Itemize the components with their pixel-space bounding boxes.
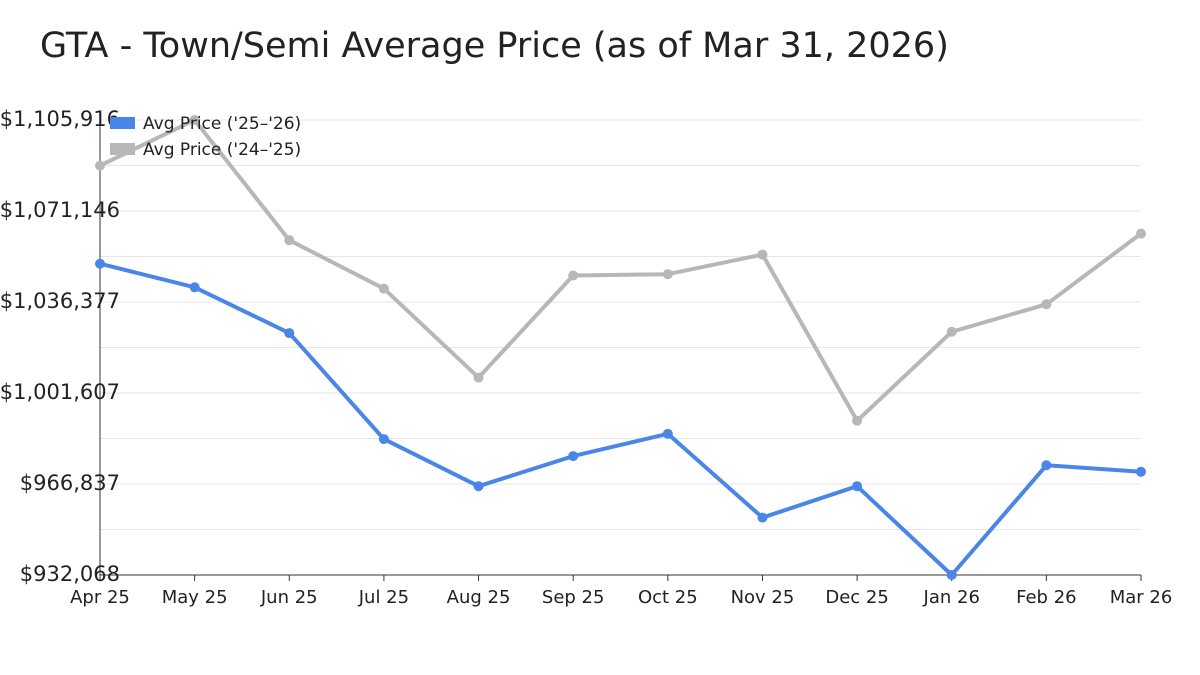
- x-tick-label: Jun 25: [260, 587, 318, 608]
- data-point: [852, 415, 863, 426]
- series-line: [98, 118, 1143, 423]
- data-point: [473, 481, 484, 492]
- data-point: [757, 512, 768, 523]
- x-tick-label: Nov 25: [731, 587, 795, 608]
- y-tick-label: $1,105,916: [0, 107, 120, 131]
- x-tick-label: Jul 25: [358, 587, 409, 608]
- data-point: [662, 428, 673, 439]
- data-point: [568, 270, 579, 281]
- legend-swatch: [110, 117, 135, 129]
- x-tick-label: Dec 25: [825, 587, 888, 608]
- y-tick-label: $932,068: [20, 562, 120, 586]
- data-point: [95, 258, 105, 269]
- data-point: [189, 115, 200, 125]
- series-line: [98, 261, 1143, 577]
- gridlines: [100, 119, 1141, 530]
- data-point: [757, 249, 768, 260]
- data-point: [189, 282, 200, 293]
- x-tick-label: Sep 25: [542, 587, 605, 608]
- data-point: [568, 451, 579, 462]
- data-point: [284, 235, 295, 246]
- x-tick-label: Oct 25: [638, 587, 698, 608]
- legend-label: Avg Price ('24–'25): [143, 140, 301, 160]
- data-point: [95, 160, 105, 171]
- y-tick-label: $1,001,607: [0, 380, 120, 404]
- series-layer: [95, 115, 1146, 580]
- data-point: [1041, 460, 1052, 471]
- data-point: [1136, 466, 1146, 477]
- data-point: [284, 328, 295, 339]
- data-point: [473, 372, 484, 383]
- y-tick-label: $1,036,377: [0, 289, 120, 313]
- x-tick-label: Mar 26: [1110, 587, 1173, 608]
- data-point: [1041, 299, 1052, 310]
- y-tick-label: $966,837: [20, 471, 120, 495]
- legend: Avg Price ('25–'26) Avg Price ('24–'25): [110, 114, 301, 160]
- data-point: [852, 481, 863, 492]
- x-tick-label: Aug 25: [447, 587, 511, 608]
- data-point: [1136, 228, 1146, 239]
- x-tick-label: Apr 25: [70, 587, 130, 608]
- legend-label: Avg Price ('25–'26): [143, 114, 301, 134]
- chart-title: GTA - Town/Semi Average Price (as of Mar…: [40, 26, 949, 66]
- y-tick-label: $1,071,146: [0, 198, 120, 222]
- data-point: [378, 283, 389, 294]
- legend-swatch: [110, 143, 135, 155]
- data-point: [378, 434, 389, 445]
- axes: [99, 112, 1142, 581]
- x-tick-label: Feb 26: [1016, 587, 1077, 608]
- data-point: [946, 570, 957, 580]
- x-tick-label: Jan 26: [923, 587, 980, 608]
- x-tick-label: May 25: [162, 587, 228, 608]
- data-point: [662, 269, 673, 280]
- data-point: [946, 326, 957, 337]
- tick-labels: Apr 25 May 25 Jun 25 Jul 25 Aug 25 Sep 25 Oct …: [0, 107, 1172, 608]
